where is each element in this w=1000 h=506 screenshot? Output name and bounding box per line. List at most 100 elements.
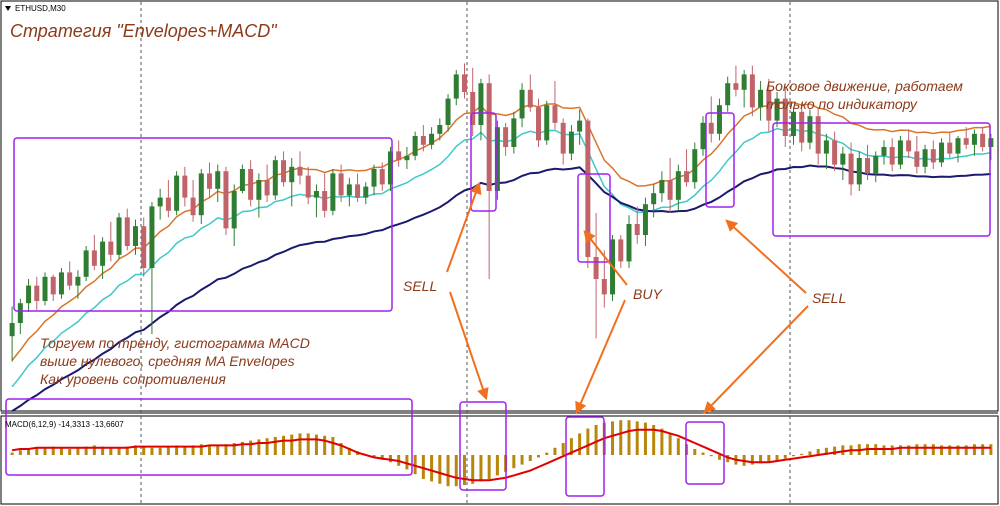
- candle: [503, 122, 509, 156]
- candle: [988, 133, 994, 161]
- candle: [865, 144, 871, 180]
- macd-histogram-bar: [487, 455, 491, 479]
- macd-histogram-bar: [816, 449, 820, 455]
- candle: [363, 182, 369, 205]
- macd-histogram-bar: [18, 450, 22, 455]
- candle: [248, 160, 254, 207]
- macd-histogram-bar: [257, 439, 261, 455]
- candle-body: [124, 217, 130, 246]
- candle: [807, 109, 813, 150]
- macd-histogram-bar: [430, 455, 434, 482]
- candle: [560, 118, 566, 165]
- candle-body: [642, 204, 648, 235]
- arrow-buy-up: [583, 230, 628, 286]
- candle: [116, 213, 122, 260]
- candle: [50, 274, 56, 301]
- candle: [371, 164, 377, 196]
- macd-label: MACD(6,12,9) -14,3313 -13,6607: [5, 420, 124, 429]
- candle-body: [667, 180, 673, 200]
- macd-sell1-box: [459, 401, 507, 491]
- macd-histogram-bar: [561, 443, 565, 455]
- candle-body: [733, 83, 739, 90]
- candle: [190, 180, 196, 222]
- candle-body: [519, 89, 525, 119]
- macd-histogram-bar: [956, 445, 960, 455]
- candle-body: [330, 173, 336, 211]
- candle: [67, 261, 73, 290]
- macd-histogram-bar: [273, 437, 277, 455]
- indicator-panel-frame: [0, 415, 999, 505]
- candle-body: [675, 171, 681, 200]
- candle: [9, 306, 15, 362]
- macd-histogram-bar: [339, 443, 343, 455]
- trend-note-line1: Торгуем по тренду, гистограмма MACD: [40, 335, 310, 351]
- strategy-title: Стратегия "Envelopes+MACD": [10, 21, 278, 41]
- candle-body: [157, 197, 163, 207]
- candle: [182, 166, 188, 207]
- candle: [527, 74, 533, 112]
- candle: [980, 127, 986, 152]
- candle-body: [527, 89, 533, 108]
- candle: [289, 158, 295, 207]
- candle: [453, 70, 459, 106]
- candle-body: [239, 169, 245, 191]
- candle-body: [141, 226, 147, 268]
- macd-histogram-bar: [537, 455, 541, 458]
- candle: [577, 109, 583, 145]
- candle: [313, 184, 319, 218]
- candle-body: [881, 147, 887, 156]
- candle-body: [17, 303, 23, 323]
- macd-histogram-bar: [693, 449, 697, 455]
- candle: [692, 142, 698, 189]
- macd-histogram-bar: [676, 438, 680, 455]
- macd-histogram-bar: [701, 452, 705, 455]
- macd-histogram-bar: [471, 455, 475, 484]
- macd-sell2-box: [685, 421, 725, 485]
- candle-body: [256, 180, 262, 200]
- candle: [823, 133, 829, 169]
- macd-histogram-bar: [791, 455, 795, 457]
- macd-histogram-bar: [981, 444, 985, 455]
- arrow-sell2-up: [725, 219, 807, 294]
- macd-histogram-bar: [709, 455, 713, 457]
- sell1-label: SELL: [403, 278, 437, 294]
- candle: [100, 237, 106, 279]
- candle-body: [420, 136, 426, 145]
- macd-histogram-bar: [528, 455, 532, 461]
- macd-histogram-bar: [923, 444, 927, 455]
- candle-body: [437, 125, 443, 134]
- macd-histogram-bar: [133, 445, 137, 455]
- candle-body: [91, 250, 97, 266]
- candle-body: [478, 83, 484, 125]
- candle-body: [198, 173, 204, 216]
- candle: [782, 87, 788, 147]
- candle-body: [511, 118, 517, 147]
- macd-histogram-bar: [43, 447, 47, 455]
- candle-body: [486, 83, 492, 191]
- sideways-note-line2: только по индикатору: [766, 96, 918, 112]
- candle: [486, 74, 492, 279]
- macd-buy-box: [565, 416, 605, 497]
- trend-note-line3: Как уровень сопротивления: [40, 371, 226, 387]
- macd-histogram-bar: [166, 446, 170, 455]
- candle-body: [815, 116, 821, 154]
- candle: [165, 180, 171, 218]
- candle-body: [346, 184, 352, 196]
- candle: [568, 125, 574, 161]
- candle-body: [947, 142, 953, 154]
- candle-body: [708, 122, 714, 134]
- candle: [634, 206, 640, 244]
- candle-body: [165, 197, 171, 211]
- candle: [955, 136, 961, 163]
- candle-body: [494, 127, 500, 191]
- macd-histogram-bar: [635, 421, 639, 455]
- candle-body: [313, 191, 319, 198]
- macd-histogram-bar: [372, 455, 376, 458]
- candle: [741, 70, 747, 108]
- macd-histogram-bar: [216, 445, 220, 455]
- candle-body: [906, 140, 912, 152]
- candle: [552, 81, 558, 130]
- macd-histogram-bar: [520, 455, 524, 465]
- sell2-box: [705, 112, 735, 208]
- candle-body: [182, 175, 188, 198]
